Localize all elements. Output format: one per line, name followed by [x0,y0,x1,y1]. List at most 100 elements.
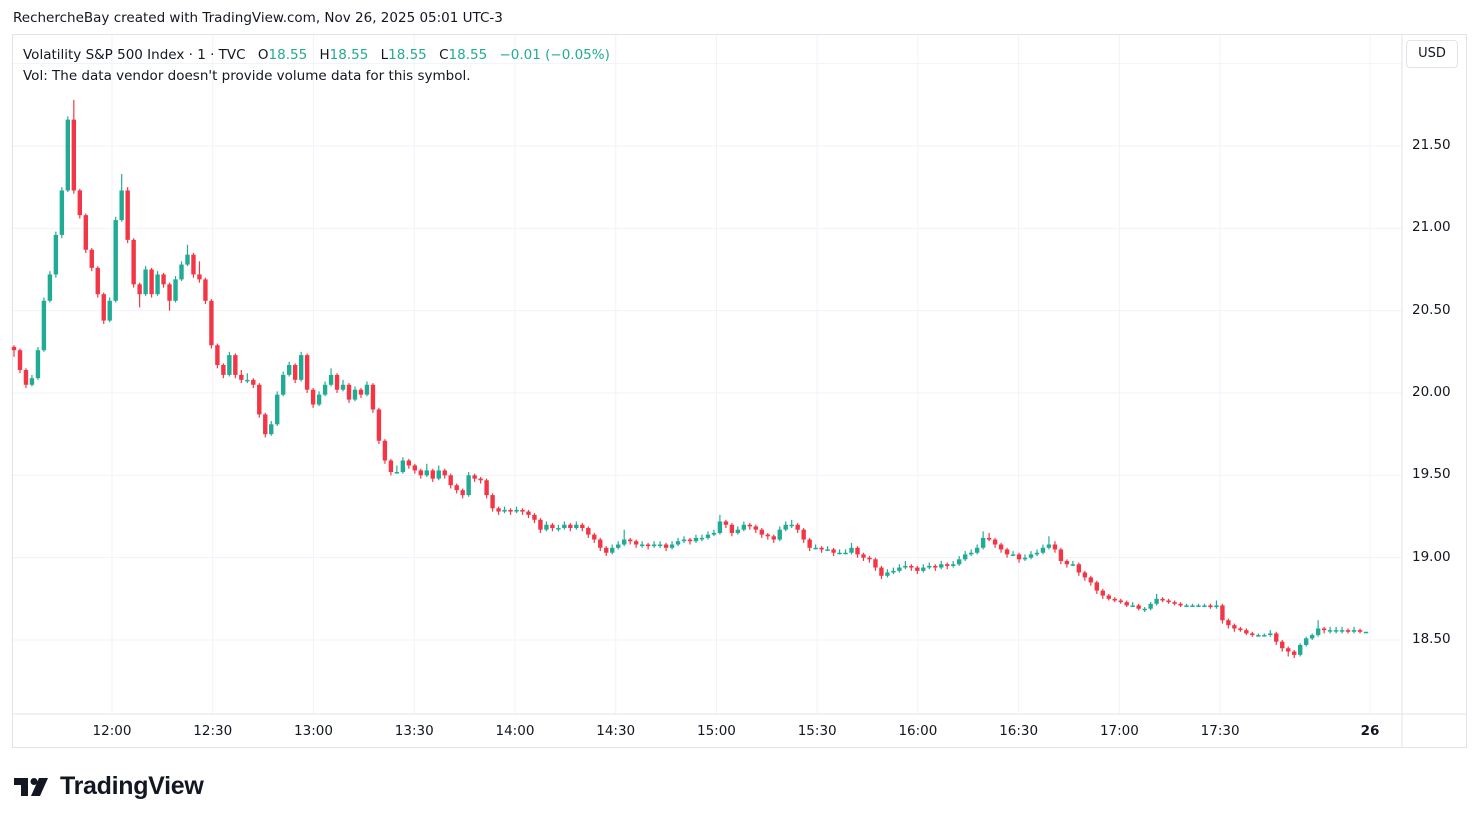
candle [1172,600,1177,606]
candle-body [813,547,818,550]
candle [957,556,962,566]
candle-body [735,529,741,533]
candle [795,523,800,533]
candle [209,299,214,349]
candle [633,539,639,548]
candle [155,271,160,296]
candle [149,267,154,298]
candle-body [275,394,280,425]
candle-body [633,541,639,545]
candle [927,562,932,570]
candle-body [897,567,902,571]
candle-body [711,532,717,535]
candle [1327,626,1333,634]
candle [1118,598,1123,604]
low-value: 18.55 [388,47,427,63]
candle [203,277,208,305]
candle-body [1232,625,1237,629]
candle [921,564,926,573]
candle [83,213,88,254]
candle-body [442,470,447,476]
time-tick-label: 17:30 [1200,723,1240,739]
candle-body [1184,605,1189,607]
candle-body [520,509,525,512]
candle-body [304,355,310,390]
candle-body [233,355,238,375]
candle [621,529,627,547]
candle [675,537,681,547]
candle-body [197,274,202,280]
candle [484,478,489,499]
candle [556,524,561,532]
candle-body [819,547,824,550]
candle-body [1010,554,1016,556]
candle [915,565,920,575]
candle [855,546,860,558]
candle-body [1292,651,1297,655]
candle [233,353,238,379]
candle [77,188,83,219]
candle-body [1070,564,1076,566]
candle-body [627,539,633,542]
candle [562,521,567,530]
candle-body [1345,630,1351,632]
candle-body [1286,648,1291,652]
candle-body [47,274,53,301]
candle [992,537,998,548]
candle-body [526,511,531,515]
candle-body [795,524,800,530]
open-label: O [257,47,269,63]
candle [89,248,94,272]
candle-body [562,524,567,529]
candle [771,534,776,543]
candle-body [586,528,591,535]
candle [502,506,507,514]
candle [777,526,782,542]
candle-body [448,475,453,486]
candle-body [903,565,908,568]
candle [1034,549,1040,557]
candle-body [1244,630,1249,634]
candle [1142,607,1147,613]
candle-body [789,524,794,527]
candle [711,529,717,537]
candle-body [693,537,699,542]
candle-body [1052,544,1058,550]
candle [292,363,298,384]
candle-body [705,534,711,538]
chart-pane[interactable] [12,34,1467,748]
time-tick-label: 16:00 [898,723,938,739]
attribution-text: RechercheBay created with TradingView.co… [13,10,503,26]
candle-body [1172,602,1177,604]
candle [143,266,148,296]
candle-body [1351,630,1357,632]
candle-body [891,570,896,573]
candle-body [1130,605,1135,607]
candle [328,368,334,387]
candle-body [496,508,501,512]
currency-button[interactable]: USD [1406,40,1458,68]
candle [257,383,262,418]
candle-body [1142,608,1147,611]
candle [837,549,842,555]
symbol-name[interactable]: Volatility S&P 500 Index · 1 · TVC [23,47,246,63]
tradingview-logo[interactable]: TradingView [14,772,204,801]
candle-body [1357,630,1363,632]
candle [879,565,884,580]
candle [442,468,447,479]
candle [891,567,896,575]
candle [723,519,729,529]
candle-body [1238,628,1243,631]
candle-body [155,274,160,295]
candle [544,521,549,532]
candle-body [466,475,471,496]
candle [137,282,142,308]
candle-body [849,547,854,553]
candle-body [556,528,561,530]
candle-body [681,539,687,542]
candle [586,526,591,538]
candle-body [568,524,573,529]
candle [388,458,394,476]
candle [939,560,944,570]
